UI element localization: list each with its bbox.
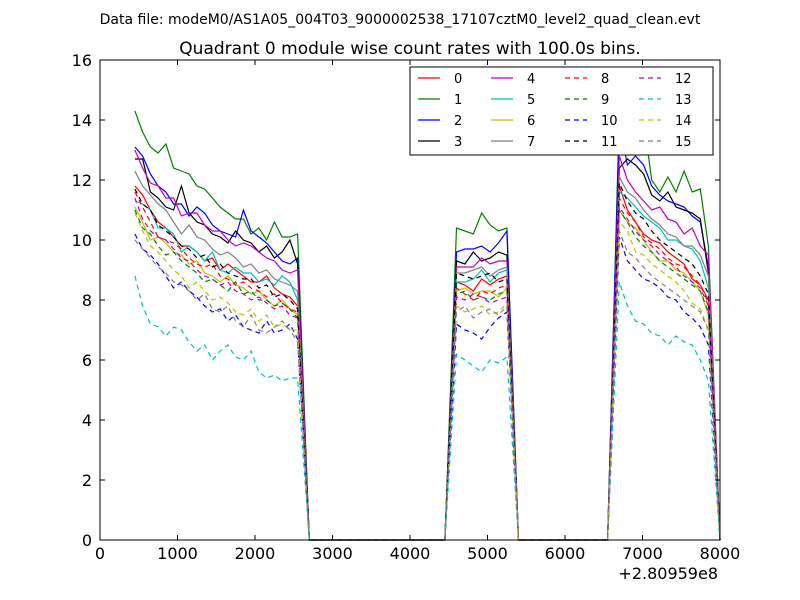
y-tick-label: 0: [82, 531, 92, 550]
series-layer: [134, 110, 721, 541]
legend-label-11: 11: [601, 135, 618, 150]
series-line-14: [134, 212, 721, 541]
legend-label-9: 9: [601, 93, 609, 108]
legend-label-13: 13: [675, 93, 692, 108]
series-line-12: [134, 197, 721, 541]
series-line-11: [134, 182, 721, 541]
legend-box: [409, 66, 714, 156]
y-tick-label: 8: [82, 291, 92, 310]
series-line-2: [134, 122, 721, 541]
legend-label-0: 0: [454, 72, 462, 87]
y-tick-label: 16: [72, 51, 92, 70]
y-tick-label: 12: [72, 171, 92, 190]
legend-label-14: 14: [675, 114, 692, 129]
legend-label-5: 5: [527, 93, 535, 108]
x-offset-label: +2.80959e8: [618, 564, 718, 583]
legend-label-7: 7: [527, 135, 535, 150]
legend-label-10: 10: [601, 114, 618, 129]
series-line-1: [134, 110, 721, 541]
legend-label-8: 8: [601, 72, 609, 87]
chart-title: Quadrant 0 module wise count rates with …: [179, 39, 640, 59]
x-tick-label: 5000: [467, 544, 508, 563]
legend-label-1: 1: [454, 93, 462, 108]
y-tick-label: 6: [82, 351, 92, 370]
x-tick-label: 4000: [390, 544, 431, 563]
series-line-13: [134, 275, 721, 541]
legend-label-15: 15: [675, 135, 692, 150]
axis-layer: 0 1000 2000 3000 4000 5000 6000 7000 80000246810…: [72, 51, 741, 563]
series-line-15: [134, 230, 721, 541]
x-tick-label: 0: [95, 544, 105, 563]
series-line-6: [134, 206, 721, 541]
x-tick-label: 3000: [312, 544, 353, 563]
x-tick-label: 1000: [157, 544, 198, 563]
series-line-9: [134, 208, 721, 541]
y-tick-label: 2: [82, 471, 92, 490]
y-tick-label: 14: [72, 111, 92, 130]
legend-label-2: 2: [454, 114, 462, 129]
legend-label-12: 12: [675, 72, 692, 87]
legend-label-3: 3: [454, 135, 462, 150]
series-line-8: [134, 191, 721, 541]
y-tick-label: 10: [72, 231, 92, 250]
x-tick-label: 8000: [700, 544, 741, 563]
x-tick-label: 2000: [235, 544, 276, 563]
legend-label-4: 4: [527, 72, 535, 87]
x-tick-label: 7000: [622, 544, 663, 563]
figure-suptitle: Data file: modeM0/AS1A05_004T03_90000025…: [100, 12, 701, 28]
legend-label-6: 6: [527, 114, 535, 129]
y-tick-label: 4: [82, 411, 92, 430]
x-tick-label: 6000: [545, 544, 586, 563]
